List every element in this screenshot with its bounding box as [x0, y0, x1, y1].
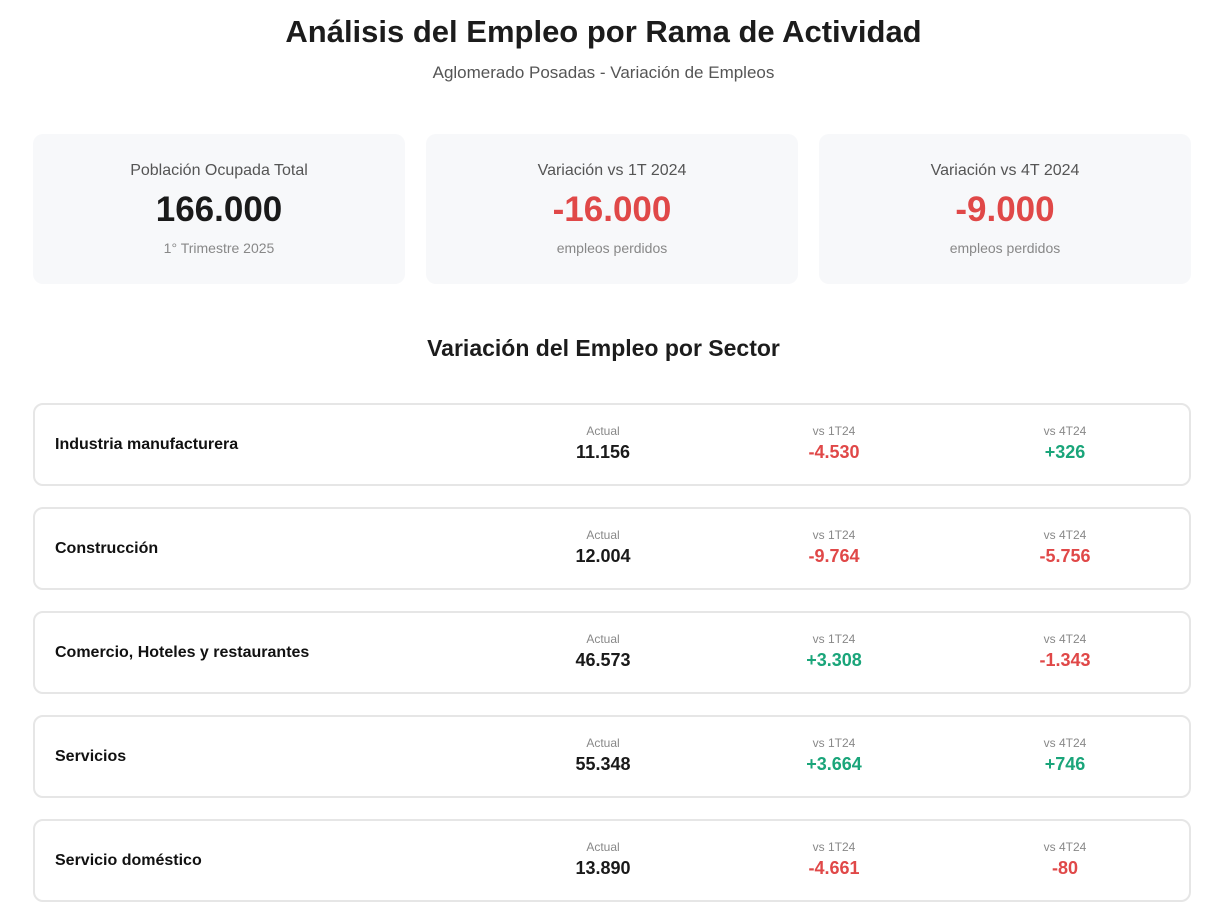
vs-1t24-cell: vs 1T24 -4.661 [734, 840, 934, 879]
actual-value: 11.156 [575, 442, 631, 462]
vs-1t24-value: -4.661 [808, 858, 860, 878]
sector-row: Construcción Actual 12.004 vs 1T24 -9.76… [33, 507, 1191, 590]
vs-4t24-cell: vs 4T24 -1.343 [965, 632, 1165, 671]
vs-1t24-cell: vs 1T24 -4.530 [734, 424, 934, 463]
vs-1t24-value: +3.664 [806, 754, 862, 774]
kpi-row: Población Ocupada Total 166.000 1° Trime… [33, 134, 1191, 284]
actual-cell: Actual 11.156 [503, 424, 703, 463]
sector-row: Comercio, Hoteles y restaurantes Actual … [33, 611, 1191, 694]
sector-name: Servicios [55, 748, 127, 765]
sector-row: Servicio doméstico Actual 13.890 vs 1T24… [33, 819, 1191, 902]
kpi-note: 1° Trimestre 2025 [163, 240, 275, 256]
actual-cell: Actual 55.348 [503, 736, 703, 775]
actual-value: 12.004 [575, 546, 631, 566]
sector-row: Servicios Actual 55.348 vs 1T24 +3.664 v… [33, 715, 1191, 798]
vs-1t24-label: vs 1T24 [812, 736, 856, 750]
vs-1t24-label: vs 1T24 [812, 840, 856, 854]
actual-cell: Actual 46.573 [503, 632, 703, 671]
vs-1t24-label: vs 1T24 [812, 424, 856, 438]
vs-4t24-label: vs 4T24 [1043, 528, 1087, 542]
sector-list: Industria manufacturera Actual 11.156 vs… [33, 403, 1191, 904]
sector-row: Industria manufacturera Actual 11.156 vs… [33, 403, 1191, 486]
kpi-label: Población Ocupada Total [130, 162, 308, 179]
actual-cell: Actual 12.004 [503, 528, 703, 567]
actual-label: Actual [586, 528, 620, 542]
actual-value: 55.348 [575, 754, 631, 774]
kpi-note: empleos perdidos [556, 240, 668, 256]
vs-4t24-value: -80 [1051, 858, 1078, 878]
section-title: Variación del Empleo por Sector [427, 335, 780, 361]
actual-label: Actual [586, 424, 620, 438]
vs-1t24-cell: vs 1T24 +3.308 [734, 632, 934, 671]
actual-value: 13.890 [575, 858, 631, 878]
vs-4t24-label: vs 4T24 [1043, 736, 1087, 750]
vs-4t24-label: vs 4T24 [1043, 840, 1087, 854]
vs-1t24-label: vs 1T24 [812, 632, 856, 646]
vs-1t24-cell: vs 1T24 -9.764 [734, 528, 934, 567]
kpi-value: 166.000 [155, 190, 283, 229]
actual-label: Actual [586, 840, 620, 854]
vs-4t24-cell: vs 4T24 -80 [965, 840, 1165, 879]
vs-1t24-label: vs 1T24 [812, 528, 856, 542]
vs-4t24-cell: vs 4T24 +746 [965, 736, 1165, 775]
vs-4t24-value: -5.756 [1039, 546, 1091, 566]
kpi-note: empleos perdidos [949, 240, 1061, 256]
vs-1t24-value: -9.764 [808, 546, 860, 566]
kpi-card-vs-1t: Variación vs 1T 2024 -16.000 empleos per… [426, 134, 798, 284]
actual-label: Actual [586, 632, 620, 646]
vs-4t24-label: vs 4T24 [1043, 632, 1087, 646]
kpi-value: -16.000 [552, 190, 672, 229]
kpi-card-total: Población Ocupada Total 166.000 1° Trime… [33, 134, 405, 284]
vs-4t24-label: vs 4T24 [1043, 424, 1087, 438]
kpi-label: Variación vs 1T 2024 [537, 162, 687, 179]
kpi-value: -9.000 [955, 190, 1055, 229]
actual-label: Actual [586, 736, 620, 750]
page-subtitle: Aglomerado Posadas - Variación de Empleo… [432, 63, 775, 82]
vs-4t24-value: -1.343 [1039, 650, 1091, 670]
sector-name: Construcción [55, 540, 159, 557]
actual-value: 46.573 [575, 650, 631, 670]
vs-1t24-value: +3.308 [806, 650, 862, 670]
vs-4t24-value: +326 [1044, 442, 1086, 462]
vs-1t24-cell: vs 1T24 +3.664 [734, 736, 934, 775]
kpi-label: Variación vs 4T 2024 [930, 162, 1080, 179]
sector-name: Industria manufacturera [55, 436, 239, 453]
vs-1t24-value: -4.530 [808, 442, 860, 462]
vs-4t24-cell: vs 4T24 -5.756 [965, 528, 1165, 567]
kpi-card-vs-4t: Variación vs 4T 2024 -9.000 empleos perd… [819, 134, 1191, 284]
sector-name: Comercio, Hoteles y restaurantes [55, 644, 310, 661]
actual-cell: Actual 13.890 [503, 840, 703, 879]
vs-4t24-value: +746 [1044, 754, 1086, 774]
vs-4t24-cell: vs 4T24 +326 [965, 424, 1165, 463]
page-title: Análisis del Empleo por Rama de Activida… [285, 14, 922, 49]
sector-name: Servicio doméstico [55, 852, 202, 869]
